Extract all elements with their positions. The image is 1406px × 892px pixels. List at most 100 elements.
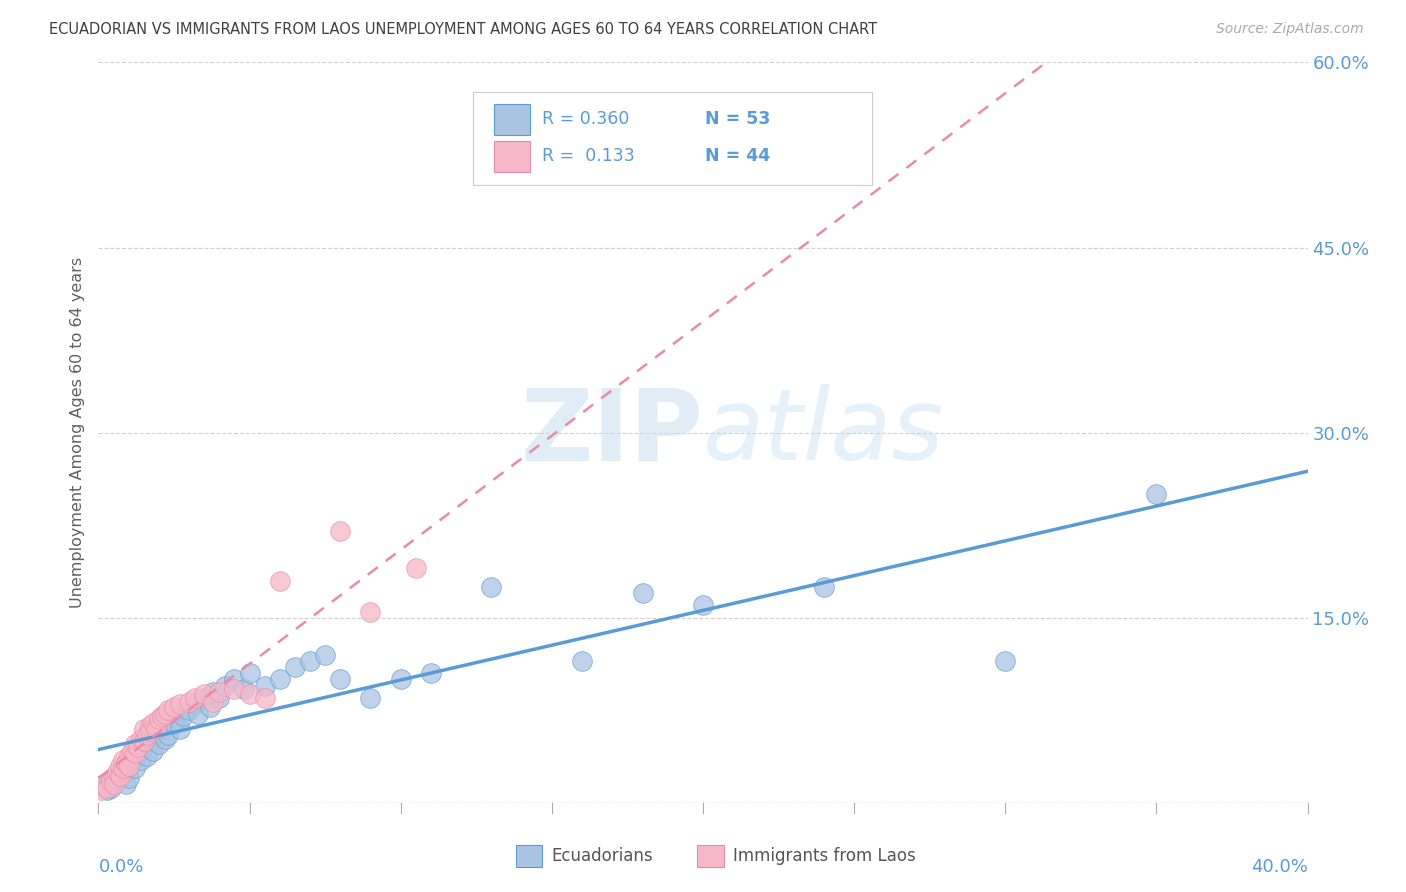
Point — [121, 744, 143, 758]
Text: R = 0.360: R = 0.360 — [543, 111, 630, 128]
Point — [299, 654, 322, 668]
Point — [142, 715, 165, 730]
Point — [253, 679, 276, 693]
Point — [148, 712, 170, 726]
Point — [269, 673, 291, 687]
Point — [329, 524, 352, 539]
Text: 40.0%: 40.0% — [1251, 858, 1308, 876]
Point — [420, 666, 443, 681]
Point — [118, 748, 141, 763]
Point — [193, 687, 215, 701]
Bar — [494, 103, 530, 135]
Text: atlas: atlas — [703, 384, 945, 481]
Point — [142, 744, 165, 758]
Point — [179, 695, 201, 709]
Point — [96, 783, 118, 797]
Point — [100, 780, 122, 795]
Text: Source: ZipAtlas.com: Source: ZipAtlas.com — [1216, 22, 1364, 37]
Point — [253, 690, 276, 705]
Point — [239, 666, 262, 681]
Point — [153, 706, 176, 721]
Point — [169, 697, 191, 711]
Point — [148, 737, 170, 751]
Point — [139, 719, 162, 733]
Point — [139, 724, 162, 739]
Point — [127, 740, 149, 755]
Point — [93, 777, 115, 791]
Text: Immigrants from Laos: Immigrants from Laos — [734, 847, 915, 865]
Point — [184, 697, 207, 711]
Text: 0.0%: 0.0% — [98, 858, 143, 876]
Point — [692, 599, 714, 613]
Point — [224, 682, 246, 697]
Point — [153, 731, 176, 746]
Point — [145, 728, 167, 742]
Bar — [494, 141, 530, 172]
Point — [202, 685, 225, 699]
Point — [114, 777, 136, 791]
Point — [108, 758, 131, 772]
Text: ZIP: ZIP — [520, 384, 703, 481]
Text: Ecuadorians: Ecuadorians — [551, 847, 654, 865]
Point — [284, 660, 307, 674]
Point — [163, 715, 186, 730]
Point — [329, 673, 352, 687]
Point — [813, 580, 835, 594]
Point — [214, 679, 236, 693]
Point — [208, 685, 231, 699]
Y-axis label: Unemployment Among Ages 60 to 64 years: Unemployment Among Ages 60 to 64 years — [70, 257, 86, 608]
Point — [124, 747, 146, 761]
Point — [108, 769, 131, 783]
Point — [114, 756, 136, 771]
Point — [90, 783, 112, 797]
Point — [994, 654, 1017, 668]
Point — [193, 690, 215, 705]
Point — [314, 648, 336, 662]
Point — [232, 682, 254, 697]
Point — [1144, 487, 1167, 501]
Point — [481, 580, 503, 594]
Point — [108, 769, 131, 783]
Point — [103, 777, 125, 791]
Point — [360, 605, 382, 619]
Point — [118, 758, 141, 772]
Point — [169, 722, 191, 736]
Point — [132, 722, 155, 736]
Point — [360, 690, 382, 705]
Point — [571, 654, 593, 668]
Point — [163, 699, 186, 714]
Point — [93, 777, 115, 791]
Point — [124, 761, 146, 775]
Point — [184, 690, 207, 705]
Text: ECUADORIAN VS IMMIGRANTS FROM LAOS UNEMPLOYMENT AMONG AGES 60 TO 64 YEARS CORREL: ECUADORIAN VS IMMIGRANTS FROM LAOS UNEMP… — [49, 22, 877, 37]
Point — [111, 764, 134, 779]
Point — [239, 687, 262, 701]
Point — [202, 695, 225, 709]
Point — [103, 771, 125, 785]
Point — [96, 780, 118, 795]
Point — [127, 747, 149, 761]
Bar — [697, 845, 724, 867]
Point — [132, 740, 155, 755]
Text: N = 53: N = 53 — [706, 111, 770, 128]
Point — [124, 737, 146, 751]
Point — [187, 706, 209, 721]
FancyBboxPatch shape — [474, 92, 872, 185]
Point — [100, 773, 122, 788]
Text: N = 44: N = 44 — [706, 147, 770, 165]
Point — [145, 722, 167, 736]
Point — [150, 722, 173, 736]
Point — [631, 586, 654, 600]
Bar — [516, 845, 543, 867]
Point — [208, 690, 231, 705]
Point — [389, 673, 412, 687]
Point — [105, 764, 128, 779]
Point — [132, 734, 155, 748]
Point — [103, 773, 125, 788]
Point — [200, 699, 222, 714]
Point — [121, 753, 143, 767]
Point — [111, 753, 134, 767]
Point — [105, 771, 128, 785]
Point — [269, 574, 291, 588]
Point — [129, 753, 152, 767]
